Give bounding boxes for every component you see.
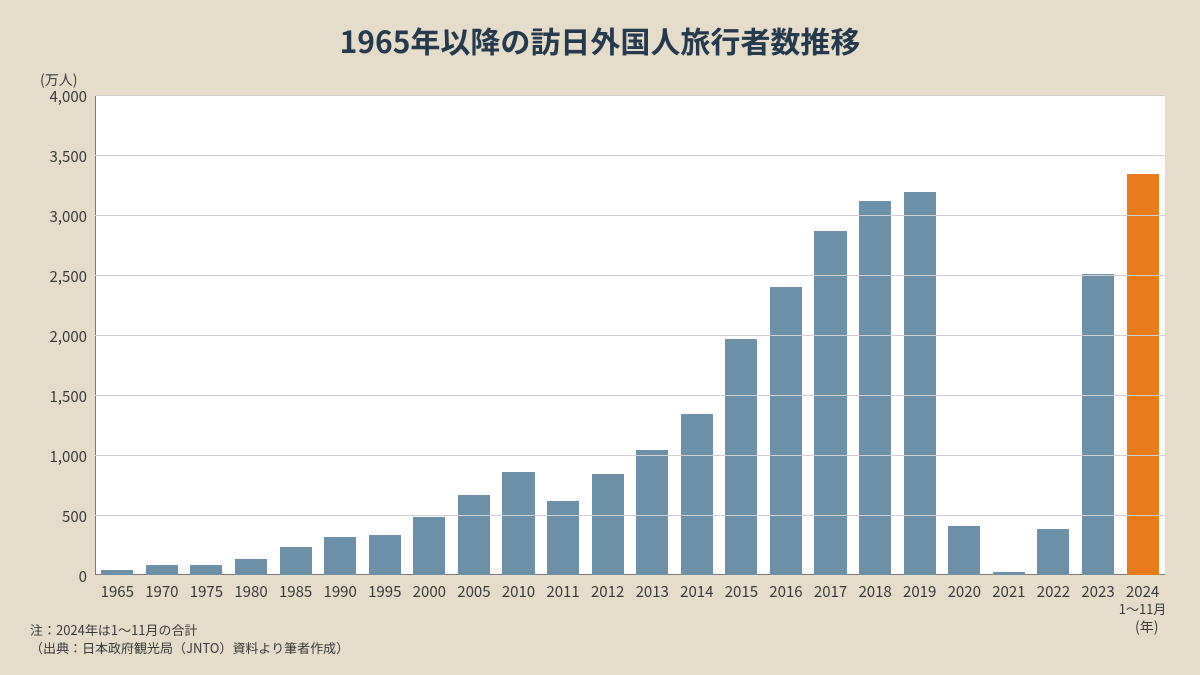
bar [904,192,936,575]
bar [547,501,579,575]
bar [814,231,846,575]
y-tick-label: 2,000 [32,326,87,347]
x-tick-label: 2022 [1037,581,1070,602]
x-tick-label: 2017 [814,581,847,602]
chart-canvas: 1965年以降の訪日外国人旅行者数推移 (万人) 196519701975198… [0,0,1200,675]
x-tick-label: 1965 [101,581,134,602]
x-tick-label: 2013 [636,581,669,602]
y-tick-label: 2,500 [32,266,87,287]
bar [1082,274,1114,575]
x-tick-label: 2023 [1081,581,1114,602]
bar [592,474,624,575]
x-tick-label: 2012 [591,581,624,602]
grid-line [95,215,1165,216]
x-tick-label: 2010 [502,581,535,602]
bar [101,570,133,575]
bar [993,572,1025,575]
y-tick-label: 4,000 [32,86,87,107]
x-tick-label: 1975 [190,581,223,602]
x-axis-unit: (年) [1135,617,1158,637]
grid-line [95,275,1165,276]
grid-line [95,455,1165,456]
x-tick-label: 2019 [903,581,936,602]
x-tick-label: 2000 [413,581,446,602]
y-tick-label: 500 [32,506,87,527]
y-tick-label: 1,500 [32,386,87,407]
grid-line [95,95,1165,96]
bar [235,559,267,575]
x-tick-label: 2018 [858,581,891,602]
bar [948,526,980,575]
bar [725,339,757,575]
x-tick-label: 2015 [725,581,758,602]
x-tick-label: 2021 [992,581,1025,602]
bar [681,414,713,575]
bar [770,287,802,575]
x-tick-label: 2011 [546,581,579,602]
grid-line [95,395,1165,396]
x-tick-label: 1970 [145,581,178,602]
bar [146,565,178,575]
x-tick-label: 1995 [368,581,401,602]
bar [369,535,401,575]
x-tick-label: 1980 [234,581,267,602]
bar [1037,529,1069,575]
y-tick-label: 0 [32,566,87,587]
grid-line [95,515,1165,516]
x-tick-label: 2014 [680,581,713,602]
bar [413,517,445,575]
bar [280,547,312,575]
x-tick-label: 1990 [324,581,357,602]
bar [458,495,490,575]
x-tick-label: 2016 [769,581,802,602]
bar [636,450,668,575]
x-tick-label: 1985 [279,581,312,602]
x-tick-label: 2005 [457,581,490,602]
footnote-2: （出典：日本政府観光局（JNTO）資料より筆者作成） [30,638,349,657]
bar [859,201,891,575]
grid-line [95,335,1165,336]
footnote-1: 注：2024年は1～11月の合計 [30,620,198,639]
plot-area: 1965197019751980198519901995200020052010… [95,95,1165,575]
x-tick-label: 2020 [948,581,981,602]
grid-line [95,155,1165,156]
y-tick-label: 3,500 [32,146,87,167]
bar [502,472,534,575]
bar [190,565,222,575]
x-tick-sublabel: 1～11月 [1119,599,1167,618]
y-tick-label: 1,000 [32,446,87,467]
bar [324,537,356,575]
y-tick-label: 3,000 [32,206,87,227]
chart-title: 1965年以降の訪日外国人旅行者数推移 [0,18,1200,62]
